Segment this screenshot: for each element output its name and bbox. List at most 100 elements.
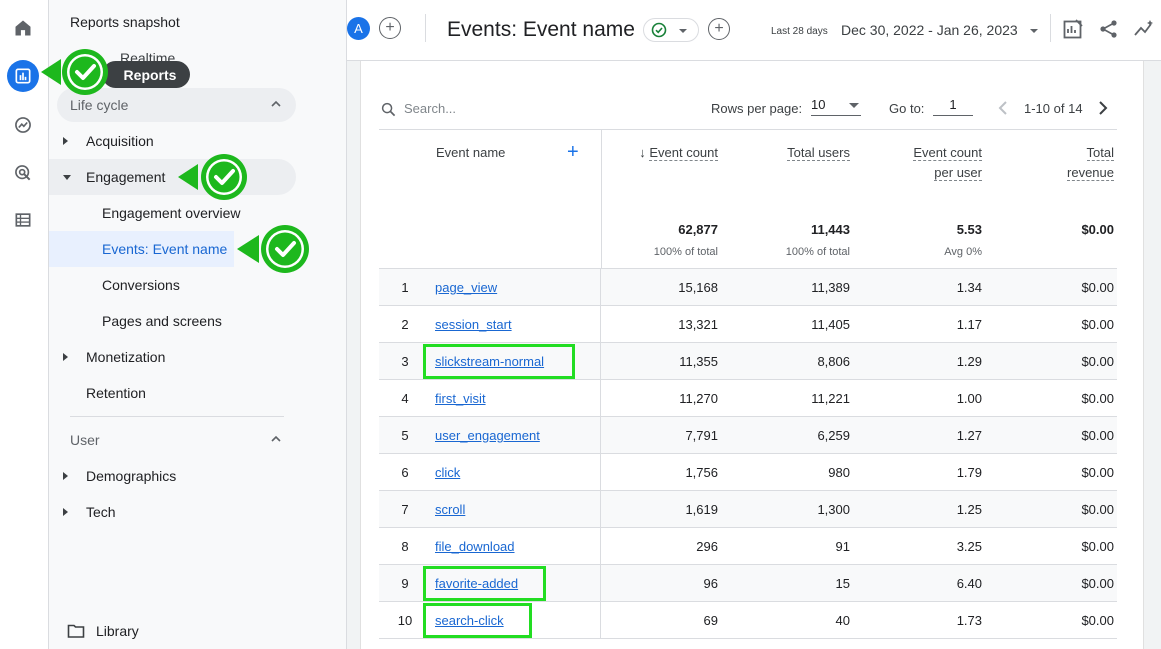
expand-arrow-icon <box>63 508 68 516</box>
column-header-label: revenue <box>1067 165 1114 181</box>
metric-cell: 8,806 <box>817 354 850 369</box>
table-row: 2 session_start 13,321 11,405 1.17 $0.00 <box>379 306 1117 343</box>
expand-arrow-icon <box>63 137 68 145</box>
check-annotation-icon <box>233 222 313 276</box>
event-name-link[interactable]: favorite-added <box>435 576 519 591</box>
nav-item-label: Demographics <box>86 468 177 484</box>
chevron-left-icon[interactable] <box>997 100 1009 116</box>
nav-title[interactable]: Reports snapshot <box>70 14 180 30</box>
table-row: 10 search-click 69 40 1.73 $0.00 <box>379 602 1117 639</box>
comparison-avatar[interactable]: A <box>347 17 370 40</box>
table-row: 7 scroll 1,619 1,300 1.25 $0.00 <box>379 491 1117 528</box>
total-value: 5.53 <box>956 222 982 237</box>
add-dimension-icon[interactable]: + <box>567 141 579 163</box>
expand-arrow-icon <box>63 472 68 480</box>
total-subtext: 100% of total <box>785 246 850 258</box>
column-header-total-revenue[interactable]: Total revenue <box>1067 143 1114 183</box>
report-header: A + Events: Event name + Last 28 days De… <box>347 0 1161 61</box>
event-name-link[interactable]: scroll <box>435 502 466 517</box>
customize-report-icon[interactable] <box>1062 18 1084 40</box>
totals-divider <box>379 268 1117 269</box>
nav-item-pages-and-screens[interactable]: Pages and screens <box>49 303 296 339</box>
configure-icon[interactable] <box>7 204 39 236</box>
row-dimension-cell: 10 search-click <box>379 602 601 638</box>
table-row: 3 slickstream-normal 11,355 8,806 1.29 $0.00 <box>379 343 1117 380</box>
column-header-label: Total <box>1086 145 1114 161</box>
chevron-up-icon <box>271 100 281 107</box>
status-dropdown[interactable] <box>643 18 699 42</box>
event-name-link[interactable]: user_engagement <box>435 428 540 443</box>
home-icon[interactable] <box>7 12 39 44</box>
nav-item-demographics[interactable]: Demographics <box>49 458 296 494</box>
check-circle-icon <box>651 22 667 38</box>
metric-cell: 15 <box>835 576 850 591</box>
nav-item-engagement[interactable]: Engagement <box>49 159 296 195</box>
page-title: Events: Event name <box>447 18 635 41</box>
check-annotation-icon <box>174 152 250 202</box>
metric-cell: 1.34 <box>956 280 982 295</box>
metric-cell: $0.00 <box>1081 317 1114 332</box>
nav-item-engagement-overview[interactable]: Engagement overview <box>49 195 296 231</box>
metric-cell: $0.00 <box>1081 576 1114 591</box>
total-value: $0.00 <box>1081 222 1114 237</box>
row-dimension-cell: 6 click <box>379 454 601 490</box>
reports-tooltip: Reports <box>102 61 190 88</box>
share-icon[interactable] <box>1098 18 1120 40</box>
column-header-event-count-per-user[interactable]: Event count per user <box>913 143 982 183</box>
total-subtext: Avg 0% <box>944 246 982 258</box>
nav-item-retention[interactable]: Retention <box>49 375 296 411</box>
check-annotation-icon <box>37 47 113 97</box>
nav-item-label: Pages and screens <box>102 313 222 329</box>
event-name-link[interactable]: search-click <box>435 613 504 628</box>
add-comparison-button[interactable]: + <box>379 17 401 39</box>
library-label: Library <box>96 623 139 639</box>
nav-item-monetization[interactable]: Monetization <box>49 339 296 375</box>
rows-per-page-select[interactable]: 10 <box>811 97 861 116</box>
section-life-cycle[interactable]: Life cycle <box>57 88 296 122</box>
nav-item-acquisition[interactable]: Acquisition <box>49 123 296 159</box>
date-preset: Last 28 days <box>771 26 828 37</box>
column-header-label: per user <box>934 165 982 181</box>
row-dimension-cell: 3 slickstream-normal <box>379 343 601 379</box>
metric-cell: 40 <box>835 613 850 628</box>
metric-cell: 1,619 <box>685 502 718 517</box>
event-name-link[interactable]: session_start <box>435 317 512 332</box>
event-name-link[interactable]: page_view <box>435 280 498 295</box>
explore-icon[interactable] <box>7 109 39 141</box>
add-filter-button[interactable]: + <box>708 18 730 40</box>
metric-cell: 3.25 <box>956 539 982 554</box>
metric-cell: 69 <box>703 613 718 628</box>
section-user[interactable]: User <box>57 423 296 457</box>
nav-item-events-event-name[interactable]: Events: Event name <box>49 231 234 267</box>
reports-icon[interactable] <box>7 60 39 92</box>
nav-item-tech[interactable]: Tech <box>49 494 296 530</box>
nav-item-label: Engagement <box>86 169 166 185</box>
goto-input[interactable]: 1 <box>933 97 973 116</box>
event-name-link[interactable]: file_download <box>435 539 515 554</box>
advertising-icon[interactable] <box>7 157 39 189</box>
event-name-link[interactable]: first_visit <box>435 391 486 406</box>
table-row: 8 file_download 296 91 3.25 $0.00 <box>379 528 1117 565</box>
metric-cell: 1.25 <box>956 502 982 517</box>
nav-library[interactable]: Library <box>67 622 139 640</box>
row-dimension-cell: 1 page_view <box>379 269 601 305</box>
search-input[interactable]: Search... <box>404 101 457 116</box>
header-divider <box>1050 14 1051 42</box>
event-name-link[interactable]: click <box>435 465 461 480</box>
nav-item-conversions[interactable]: Conversions <box>49 267 296 303</box>
metric-cell: 6,259 <box>817 428 850 443</box>
nav-item-label: Acquisition <box>86 133 154 149</box>
chevron-right-icon[interactable] <box>1097 100 1109 116</box>
dropdown-arrow-icon[interactable] <box>1030 29 1038 33</box>
pagination-range: 1-10 of 14 <box>1024 101 1083 116</box>
column-header-total-users[interactable]: Total users <box>787 143 850 163</box>
metric-cell: 1.00 <box>956 391 982 406</box>
metric-cell: 1,300 <box>817 502 850 517</box>
metric-cell: 6.40 <box>956 576 982 591</box>
insights-icon[interactable] <box>1133 18 1155 40</box>
date-range-picker[interactable]: Dec 30, 2022 - Jan 26, 2023 <box>841 22 1018 38</box>
event-name-link[interactable]: slickstream-normal <box>435 354 545 369</box>
nav-divider <box>70 416 284 417</box>
column-header-event-count[interactable]: ↓ Event count <box>639 143 718 163</box>
main-content: Search... Rows per page: 10 Go to: 1 1-1… <box>347 61 1161 649</box>
